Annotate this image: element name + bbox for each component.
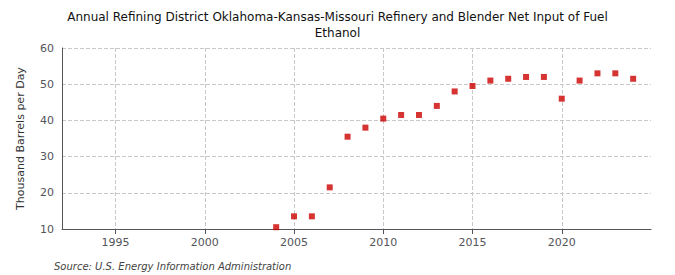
svg-text:1995: 1995 (102, 236, 130, 249)
svg-text:Annual Refining District Oklah: Annual Refining District Oklahoma-Kansas… (67, 10, 608, 24)
svg-text:60: 60 (40, 42, 54, 55)
svg-text:10: 10 (40, 223, 54, 236)
svg-text:Ethanol: Ethanol (315, 26, 361, 40)
svg-text:40: 40 (40, 114, 54, 127)
svg-text:30: 30 (40, 150, 54, 163)
svg-text:2015: 2015 (459, 236, 487, 249)
svg-text:Thousand Barrels per Day: Thousand Barrels per Day (14, 67, 27, 211)
svg-text:50: 50 (40, 78, 54, 91)
svg-text:Source: U.S. Energy Informatio: Source: U.S. Energy Information Administ… (54, 261, 291, 272)
svg-text:2020: 2020 (548, 236, 576, 249)
svg-text:20: 20 (40, 186, 54, 199)
svg-text:2010: 2010 (369, 236, 397, 249)
svg-text:2000: 2000 (191, 236, 219, 249)
svg-text:2005: 2005 (280, 236, 308, 249)
